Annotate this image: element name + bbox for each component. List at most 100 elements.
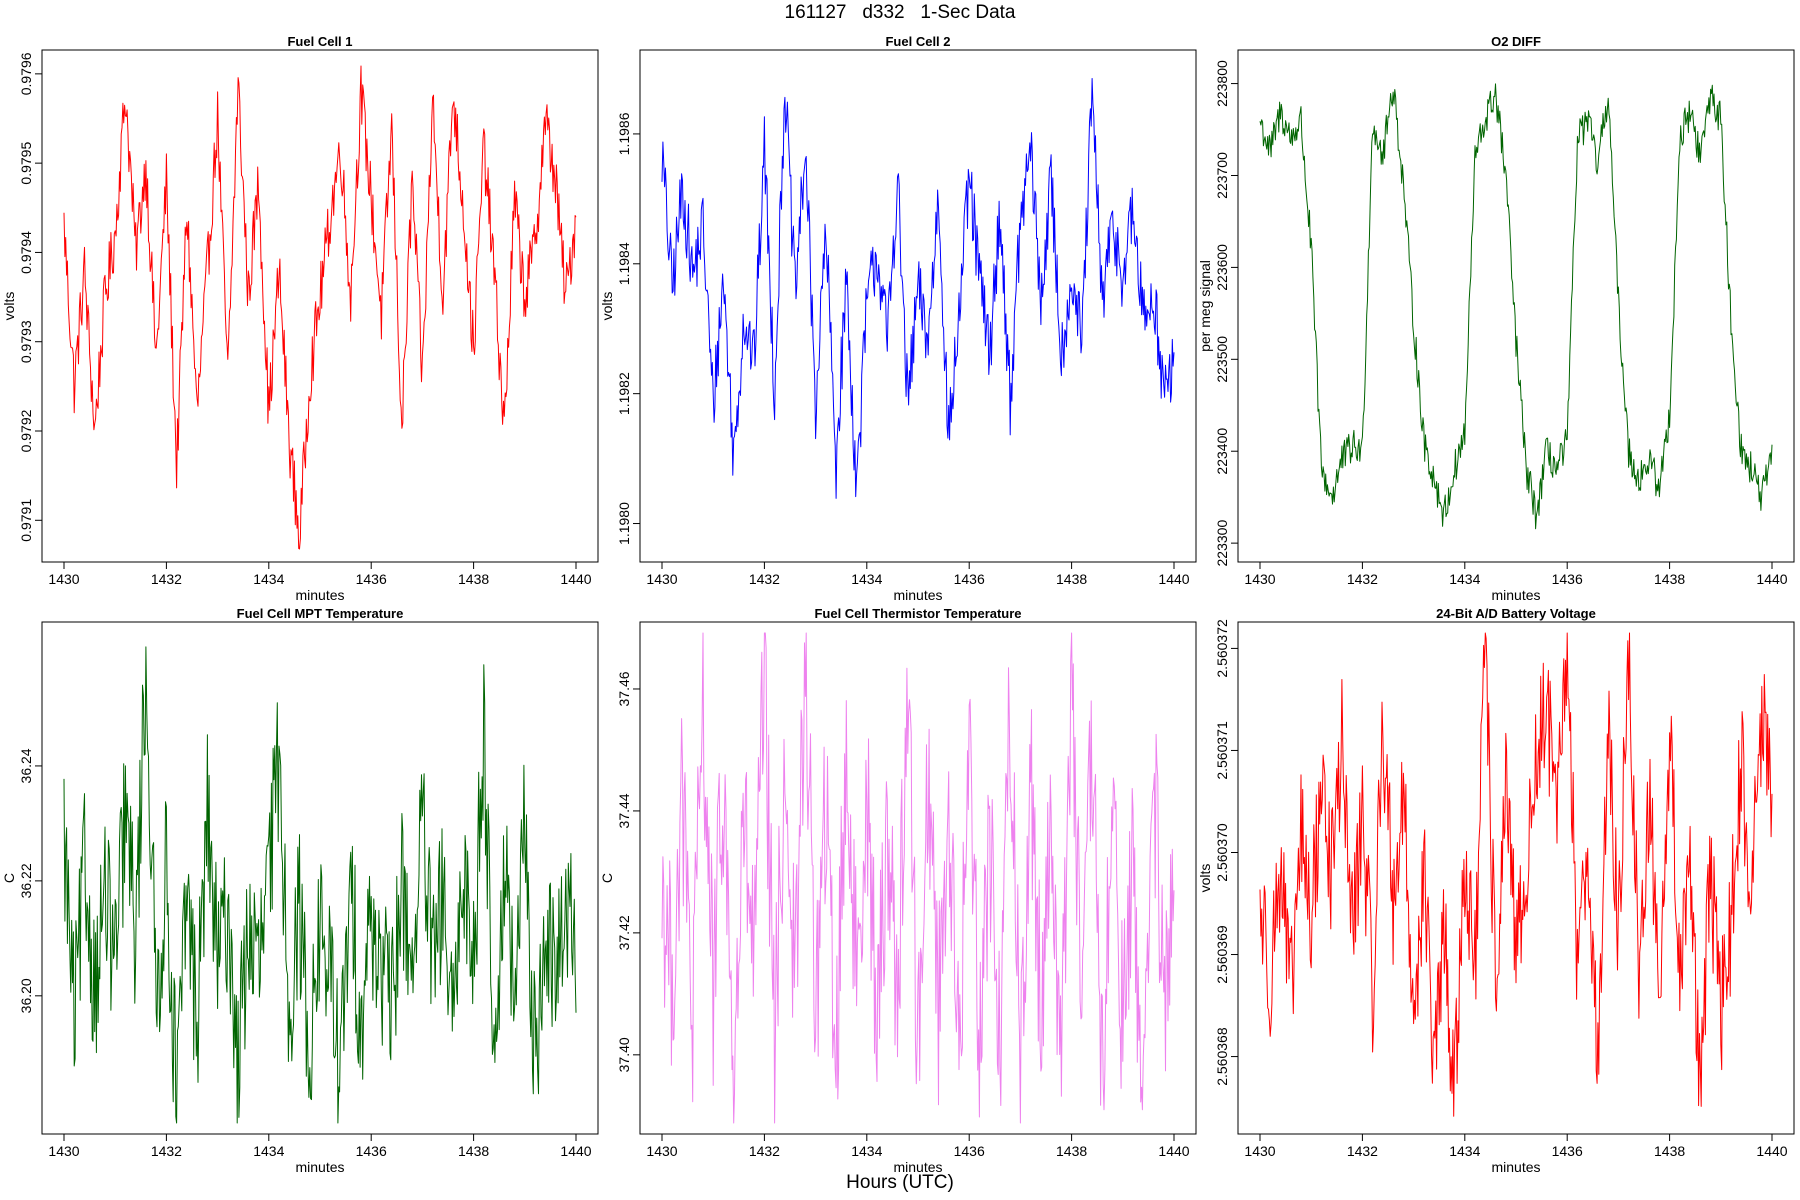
x-tick-label: 1432 [151, 1143, 182, 1159]
x-tick-label: 1430 [646, 571, 677, 587]
y-tick-label: 0.9794 [18, 231, 34, 274]
y-tick-label: 0.9796 [18, 52, 34, 95]
y-axis-label: volts [599, 292, 615, 321]
chart-fuel-cell-2: Fuel Cell 2 1430 1432 1434 1436 1438 1440 minut… [599, 34, 1197, 603]
plot-frame [1237, 49, 1795, 563]
y-tick-label: 223800 [1214, 60, 1230, 107]
x-tick-label: 1430 [48, 571, 79, 587]
x-tick-label: 1434 [851, 571, 882, 587]
y-tick-label: 0.9791 [18, 499, 34, 542]
x-tick-label: 1438 [1654, 1143, 1685, 1159]
x-tick-label: 1436 [1552, 1143, 1583, 1159]
y-tick-label: 1.1984 [616, 242, 632, 285]
x-tick-label: 1438 [1056, 571, 1087, 587]
y-axis-label: volts [1197, 864, 1213, 893]
y-tick-label: 223300 [1214, 520, 1230, 567]
y-tick-label: 223400 [1214, 428, 1230, 475]
chart-mpt-temperature: Fuel Cell MPT Temperature 1430 1432 1434 143… [1, 606, 599, 1175]
chart-title: O2 DIFF [1491, 34, 1541, 49]
x-tick-label: 1438 [458, 571, 489, 587]
x-tick-label: 1440 [1756, 1143, 1787, 1159]
chart-thermistor-temperature: Fuel Cell Thermistor Temperature 1430 1432… [599, 606, 1197, 1175]
y-tick-label: 1.1982 [616, 372, 632, 415]
y-tick-label: 2.560371 [1214, 721, 1230, 780]
x-axis-label: minutes [893, 1159, 942, 1175]
y-tick-label: 223700 [1214, 152, 1230, 199]
y-tick-label: 223500 [1214, 336, 1230, 383]
chart-title: Fuel Cell Thermistor Temperature [814, 606, 1021, 621]
y-tick-label: 36.22 [18, 863, 34, 898]
x-axis-label: minutes [1491, 1159, 1540, 1175]
x-tick-label: 1438 [1654, 571, 1685, 587]
x-tick-label: 1436 [356, 571, 387, 587]
series-line-mpt-temperature [63, 646, 577, 1124]
figure-x-label: Hours (UTC) [846, 1172, 954, 1193]
y-tick-label: 223600 [1214, 244, 1230, 291]
x-tick-label: 1436 [954, 571, 985, 587]
chart-fuel-cell-1: Fuel Cell 1 1430 1432 1434 1436 1438 1440 minut… [1, 34, 599, 603]
x-tick-label: 1436 [954, 1143, 985, 1159]
y-tick-label: 37.40 [616, 1037, 632, 1072]
plot-frame [639, 621, 1197, 1135]
y-tick-label: 37.46 [616, 671, 632, 706]
figure-title: 161127 d332 1-Sec Data [784, 2, 1016, 23]
chart-title: Fuel Cell 2 [885, 34, 950, 49]
chart-title: Fuel Cell MPT Temperature [237, 606, 404, 621]
x-axis-label: minutes [1491, 587, 1540, 603]
chart-title: 24-Bit A/D Battery Voltage [1436, 606, 1596, 621]
chart-o2-diff: O2 DIFF 1430 1432 1434 1436 1438 1440 minutes 22… [1197, 34, 1795, 603]
y-tick-label: 2.560369 [1214, 925, 1230, 984]
y-tick-label: 2.560368 [1214, 1027, 1230, 1086]
series-line-battery-voltage [1259, 632, 1773, 1117]
x-axis-label: minutes [295, 587, 344, 603]
x-tick-label: 1434 [253, 571, 284, 587]
series-line-fuel-cell-2 [661, 78, 1175, 499]
y-tick-label: 0.9793 [18, 320, 34, 363]
y-tick-label: 0.9795 [18, 142, 34, 185]
x-tick-label: 1440 [1158, 571, 1189, 587]
x-tick-label: 1440 [560, 1143, 591, 1159]
x-tick-label: 1430 [1244, 571, 1275, 587]
chart-title: Fuel Cell 1 [287, 34, 352, 49]
plot-frame [1237, 621, 1795, 1135]
x-tick-label: 1432 [749, 1143, 780, 1159]
x-tick-label: 1434 [253, 1143, 284, 1159]
x-tick-label: 1440 [1756, 571, 1787, 587]
x-tick-label: 1432 [1347, 571, 1378, 587]
plot-frame [41, 49, 599, 563]
y-tick-label: 2.560372 [1214, 619, 1230, 678]
y-axis-label: volts [1, 292, 17, 321]
y-axis-label: C [1, 873, 17, 883]
x-tick-label: 1436 [1552, 571, 1583, 587]
x-axis-label: minutes [893, 587, 942, 603]
x-tick-label: 1432 [151, 571, 182, 587]
x-tick-label: 1434 [851, 1143, 882, 1159]
x-tick-label: 1438 [1056, 1143, 1087, 1159]
y-tick-label: 1.1980 [616, 502, 632, 545]
y-tick-label: 37.44 [616, 793, 632, 828]
plot-frame [41, 621, 599, 1135]
x-tick-label: 1440 [1158, 1143, 1189, 1159]
y-tick-label: 37.42 [616, 915, 632, 950]
series-line-o2-diff [1259, 83, 1773, 530]
y-tick-label: 0.9792 [18, 409, 34, 452]
series-line-thermistor-temperature [661, 632, 1175, 1124]
plot-frame [639, 49, 1197, 563]
y-tick-label: 36.20 [18, 978, 34, 1013]
x-tick-label: 1438 [458, 1143, 489, 1159]
y-axis-label: C [599, 873, 615, 883]
x-tick-label: 1434 [1449, 1143, 1480, 1159]
y-axis-label: per meg signal [1197, 260, 1213, 352]
series-line-fuel-cell-1 [63, 65, 577, 550]
chart-battery-voltage: 24-Bit A/D Battery Voltage 1430 1432 1434 14… [1197, 606, 1795, 1175]
x-tick-label: 1440 [560, 571, 591, 587]
x-tick-label: 1430 [646, 1143, 677, 1159]
y-tick-label: 1.1986 [616, 112, 632, 155]
x-tick-label: 1432 [749, 571, 780, 587]
x-tick-label: 1432 [1347, 1143, 1378, 1159]
x-tick-label: 1436 [356, 1143, 387, 1159]
y-tick-label: 2.560370 [1214, 823, 1230, 882]
y-tick-label: 36.24 [18, 748, 34, 783]
x-tick-label: 1430 [48, 1143, 79, 1159]
